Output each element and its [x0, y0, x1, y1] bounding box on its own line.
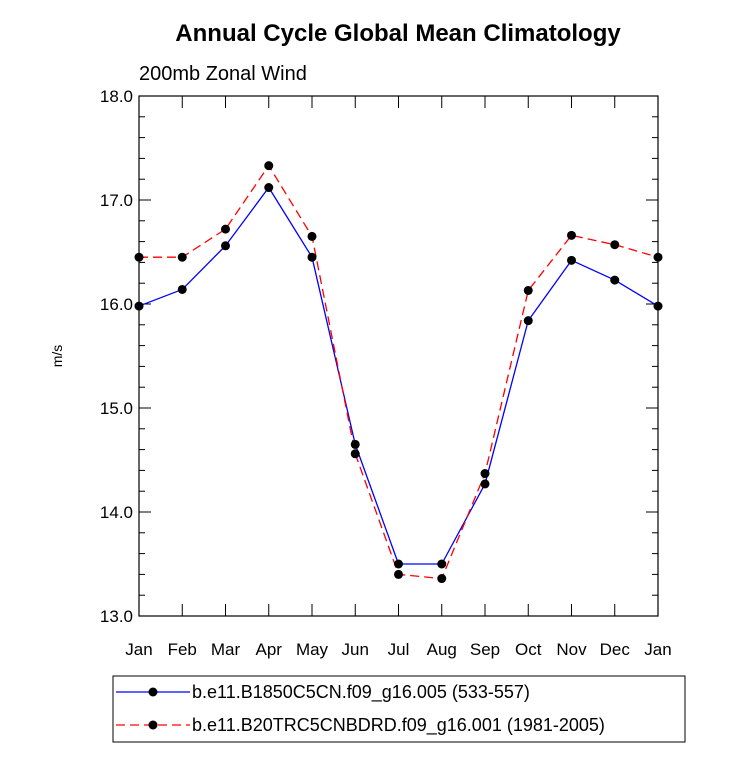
data-point-series-1 — [523, 316, 533, 326]
chart-title: Annual Cycle Global Mean Climatology — [175, 20, 621, 47]
x-tick-label: Feb — [168, 640, 197, 659]
x-tick-label: Apr — [256, 640, 283, 659]
data-point-series-2 — [437, 574, 447, 584]
x-tick-label: Jan — [125, 640, 152, 659]
series-line-2 — [139, 165, 659, 580]
data-point-series-2 — [177, 252, 187, 262]
data-point-series-1 — [567, 255, 576, 265]
legend-marker-series-2 — [148, 720, 158, 730]
legend-label-series-2: b.e11.B20TRC5CNBDRD.f09_g16.001 (1981-20… — [192, 715, 605, 736]
x-tick-label: Jul — [388, 640, 410, 659]
plot-frame — [138, 95, 659, 617]
data-point-series-2 — [567, 230, 576, 240]
y-tick-label: 18.0 — [100, 87, 133, 106]
x-tick-label: Oct — [515, 640, 542, 659]
data-point-series-2 — [480, 469, 490, 479]
x-tick-label: Dec — [600, 640, 631, 659]
data-point-series-1 — [177, 284, 187, 294]
y-tick-label: 14.0 — [100, 503, 133, 522]
axes: 13.0 14.0 15.0 16.0 17.0 18.0 Jan Feb Mar Apr May J… — [100, 87, 672, 659]
x-tick-label: Jan — [644, 640, 671, 659]
x-tick-label: Nov — [556, 640, 587, 659]
y-tick-label: 13.0 — [100, 607, 133, 626]
x-tick-label: Aug — [427, 640, 457, 659]
data-point-series-2 — [134, 252, 144, 262]
y-tick-label: 15.0 — [100, 399, 133, 418]
y-axis-label: m/s — [49, 345, 65, 368]
data-point-series-1 — [653, 301, 663, 311]
data-point-series-1 — [221, 241, 230, 251]
data-point-series-1 — [134, 301, 144, 311]
x-tick-label: Sep — [470, 640, 500, 659]
data-point-series-2 — [653, 252, 663, 262]
data-point-series-2 — [350, 449, 360, 459]
data-point-series-2 — [523, 285, 533, 295]
data-point-series-2 — [307, 231, 317, 241]
y-tick-label: 16.0 — [100, 295, 133, 314]
legend-box — [112, 675, 686, 743]
chart-subtitle: 200mb Zonal Wind — [139, 63, 307, 85]
data-point-series-1 — [307, 252, 317, 262]
x-tick-label: May — [296, 640, 329, 659]
data-point-series-2 — [221, 224, 230, 234]
data-point-series-1 — [394, 559, 403, 569]
data-point-series-1 — [480, 479, 490, 489]
legend: b.e11.B1850C5CN.f09_g16.005 (533-557) b.… — [112, 675, 686, 743]
series-layer — [134, 161, 663, 584]
data-point-series-1 — [264, 183, 274, 193]
data-point-series-2 — [610, 240, 620, 250]
x-tick-label: Jun — [342, 640, 369, 659]
data-point-series-1 — [350, 439, 360, 449]
data-point-series-2 — [394, 569, 403, 579]
data-point-series-1 — [437, 559, 447, 569]
legend-marker-series-1 — [148, 687, 158, 697]
x-tick-label: Mar — [211, 640, 241, 659]
data-point-series-1 — [610, 275, 620, 285]
y-tick-label: 17.0 — [100, 191, 133, 210]
legend-label-series-1: b.e11.B1850C5CN.f09_g16.005 (533-557) — [192, 682, 530, 703]
data-point-series-2 — [264, 161, 274, 171]
series-line-1 — [138, 186, 659, 565]
